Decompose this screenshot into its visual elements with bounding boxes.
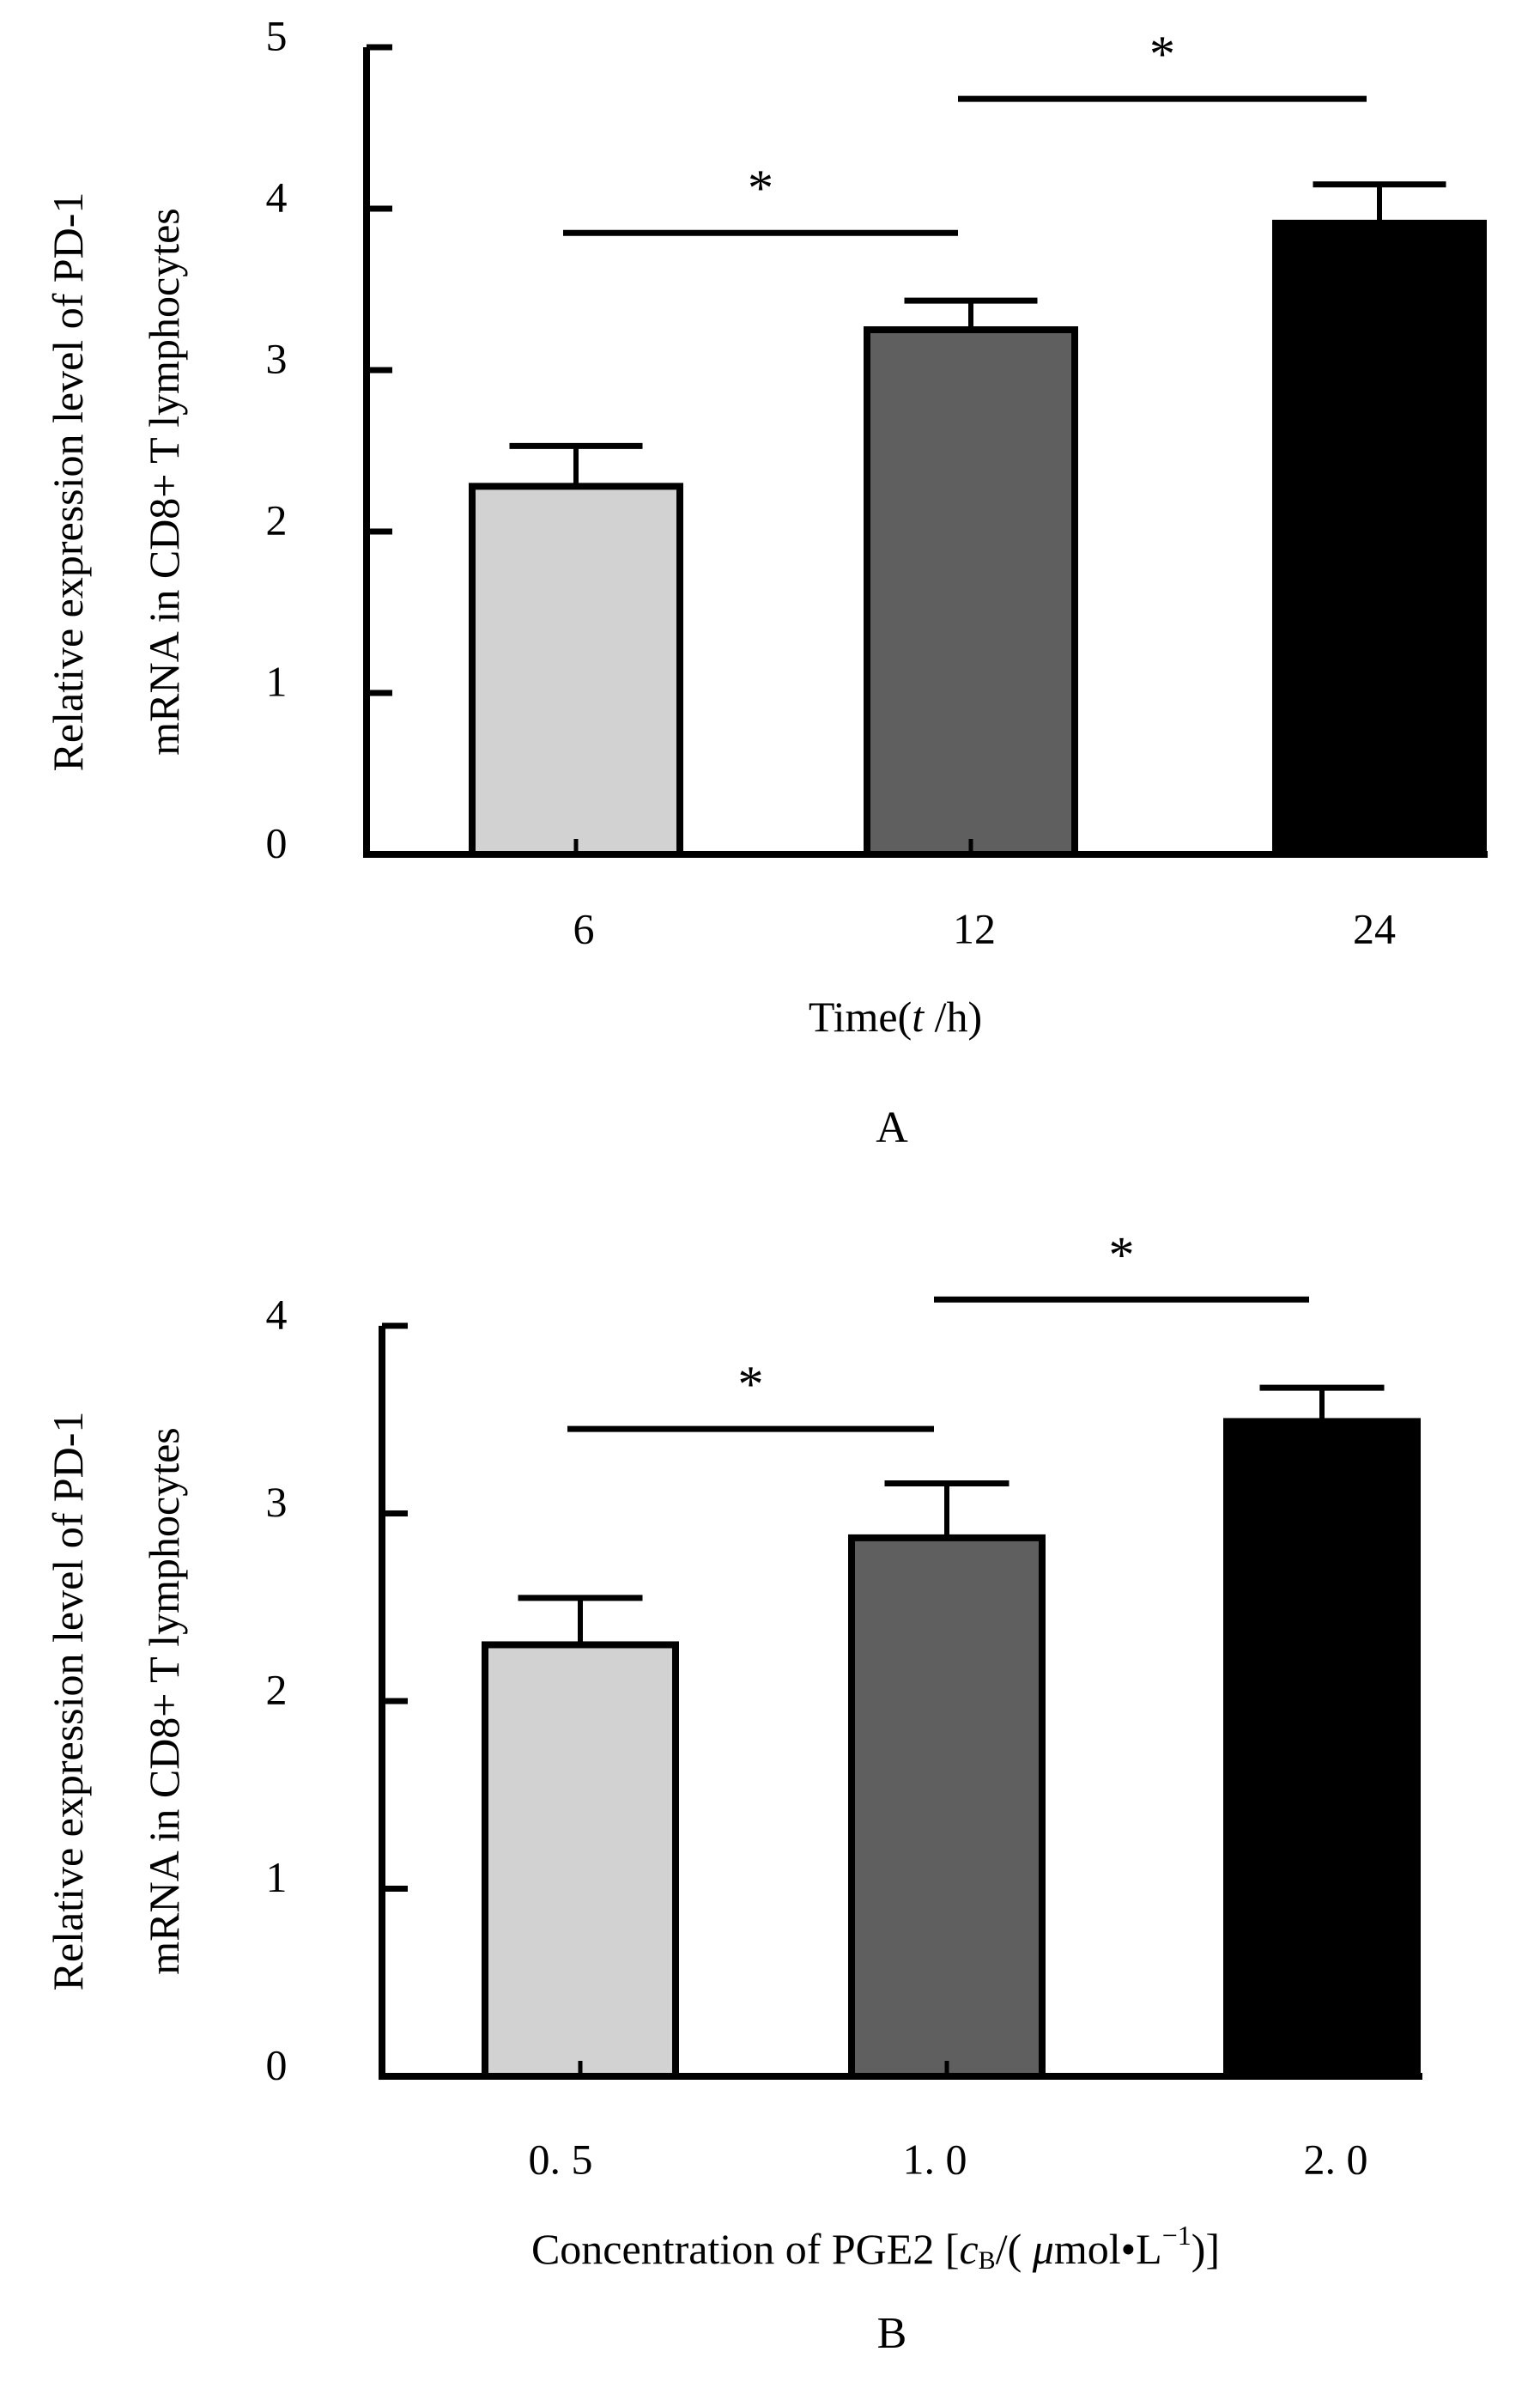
chart-a-significance-star-1: *	[748, 160, 773, 216]
chart-b-marks: 0. 5 1. 0 2. 0 0 1 2 3 4 * *	[266, 1226, 1422, 2183]
chart-b-y-tick-label-3: 3	[266, 1478, 288, 1526]
chart-b-bar-3	[1223, 1418, 1421, 2081]
chart-a-xlabel: Time(t /h)	[809, 993, 982, 1041]
chart-a-y-tick-label-1: 1	[266, 657, 288, 705]
chart-b-xlabel-part3: )]	[1191, 2225, 1220, 2273]
chart-b-xlabel-mu: μ	[1032, 2225, 1054, 2273]
chart-b-x-tick-label-3: 2. 0	[1304, 2135, 1368, 2183]
chart-b-significance-star-1: *	[738, 1356, 764, 1413]
chart-a-ylabel-line2: mRNA in CD8+ T lymphocytes	[140, 208, 188, 756]
chart-b-xlabel: Concentration of PGE2 [cB/( μmol•L−1)]	[531, 2220, 1220, 2275]
chart-a-y-tick-label-5: 5	[266, 11, 288, 59]
chart-a-bar-3	[1272, 219, 1487, 859]
chart-b-xlabel-part1: Concentration of PGE2 [	[531, 2225, 960, 2273]
chart-b-xlabel-var: c	[959, 2225, 978, 2273]
chart-b-xlabel-sup: −1	[1162, 2220, 1191, 2251]
chart-a-y-tick-label-3: 3	[266, 334, 288, 382]
chart-b-y-tick-label-1: 1	[266, 1853, 288, 1901]
chart-a-x-tick-label-3: 24	[1353, 904, 1396, 952]
chart-b-y-tick-label-2: 2	[266, 1665, 288, 1713]
chart-a-y-tick-label-2: 2	[266, 495, 288, 544]
chart-b-xlabel-unit: mol•L	[1054, 2225, 1162, 2273]
chart-b-xlabel-part2: /(	[996, 2225, 1033, 2273]
chart-b-xlabel-sub: B	[979, 2246, 996, 2275]
chart-a-bar-1	[469, 483, 683, 858]
chart-a-x-tick-label-2: 12	[953, 904, 996, 952]
chart-b-ylabel-line1: Relative expression level of PD-1	[44, 1412, 92, 1991]
chart-b-bar-2	[848, 1534, 1046, 2080]
chart-b-x-tick-label-1: 0. 5	[529, 2135, 593, 2183]
chart-a-y-tick-label-0: 0	[266, 818, 288, 866]
chart-b-ylabel-line2: mRNA in CD8+ T lymphocytes	[140, 1427, 188, 1975]
panel-label-b: B	[877, 2309, 907, 2358]
chart-a-x-tick-label-1: 6	[573, 904, 595, 952]
chart-a-y-tick-label-4: 4	[266, 173, 288, 221]
chart-a-bar-2	[864, 326, 1078, 858]
chart-a-xlabel-part2: /h)	[924, 993, 982, 1041]
chart-b-x-tick-label-2: 1. 0	[903, 2135, 967, 2183]
chart-b-y-tick-label-4: 4	[266, 1290, 288, 1338]
panel-label-a: A	[876, 1103, 908, 1152]
chart-a-xlabel-var: t	[912, 993, 925, 1041]
chart-b-bar-1	[482, 1641, 679, 2080]
chart-a-xlabel-part1: Time(	[809, 993, 912, 1041]
chart-panel-b: 0. 5 1. 0 2. 0 0 1 2 3 4 * * Relative expression …	[44, 1226, 1422, 2358]
chart-b-significance-star-2: *	[1109, 1226, 1135, 1283]
chart-a-ylabel-line1: Relative expression level of PD-1	[44, 192, 92, 772]
chart-b-y-tick-label-0: 0	[266, 2040, 288, 2088]
chart-a-significance-star-2: *	[1149, 26, 1175, 82]
